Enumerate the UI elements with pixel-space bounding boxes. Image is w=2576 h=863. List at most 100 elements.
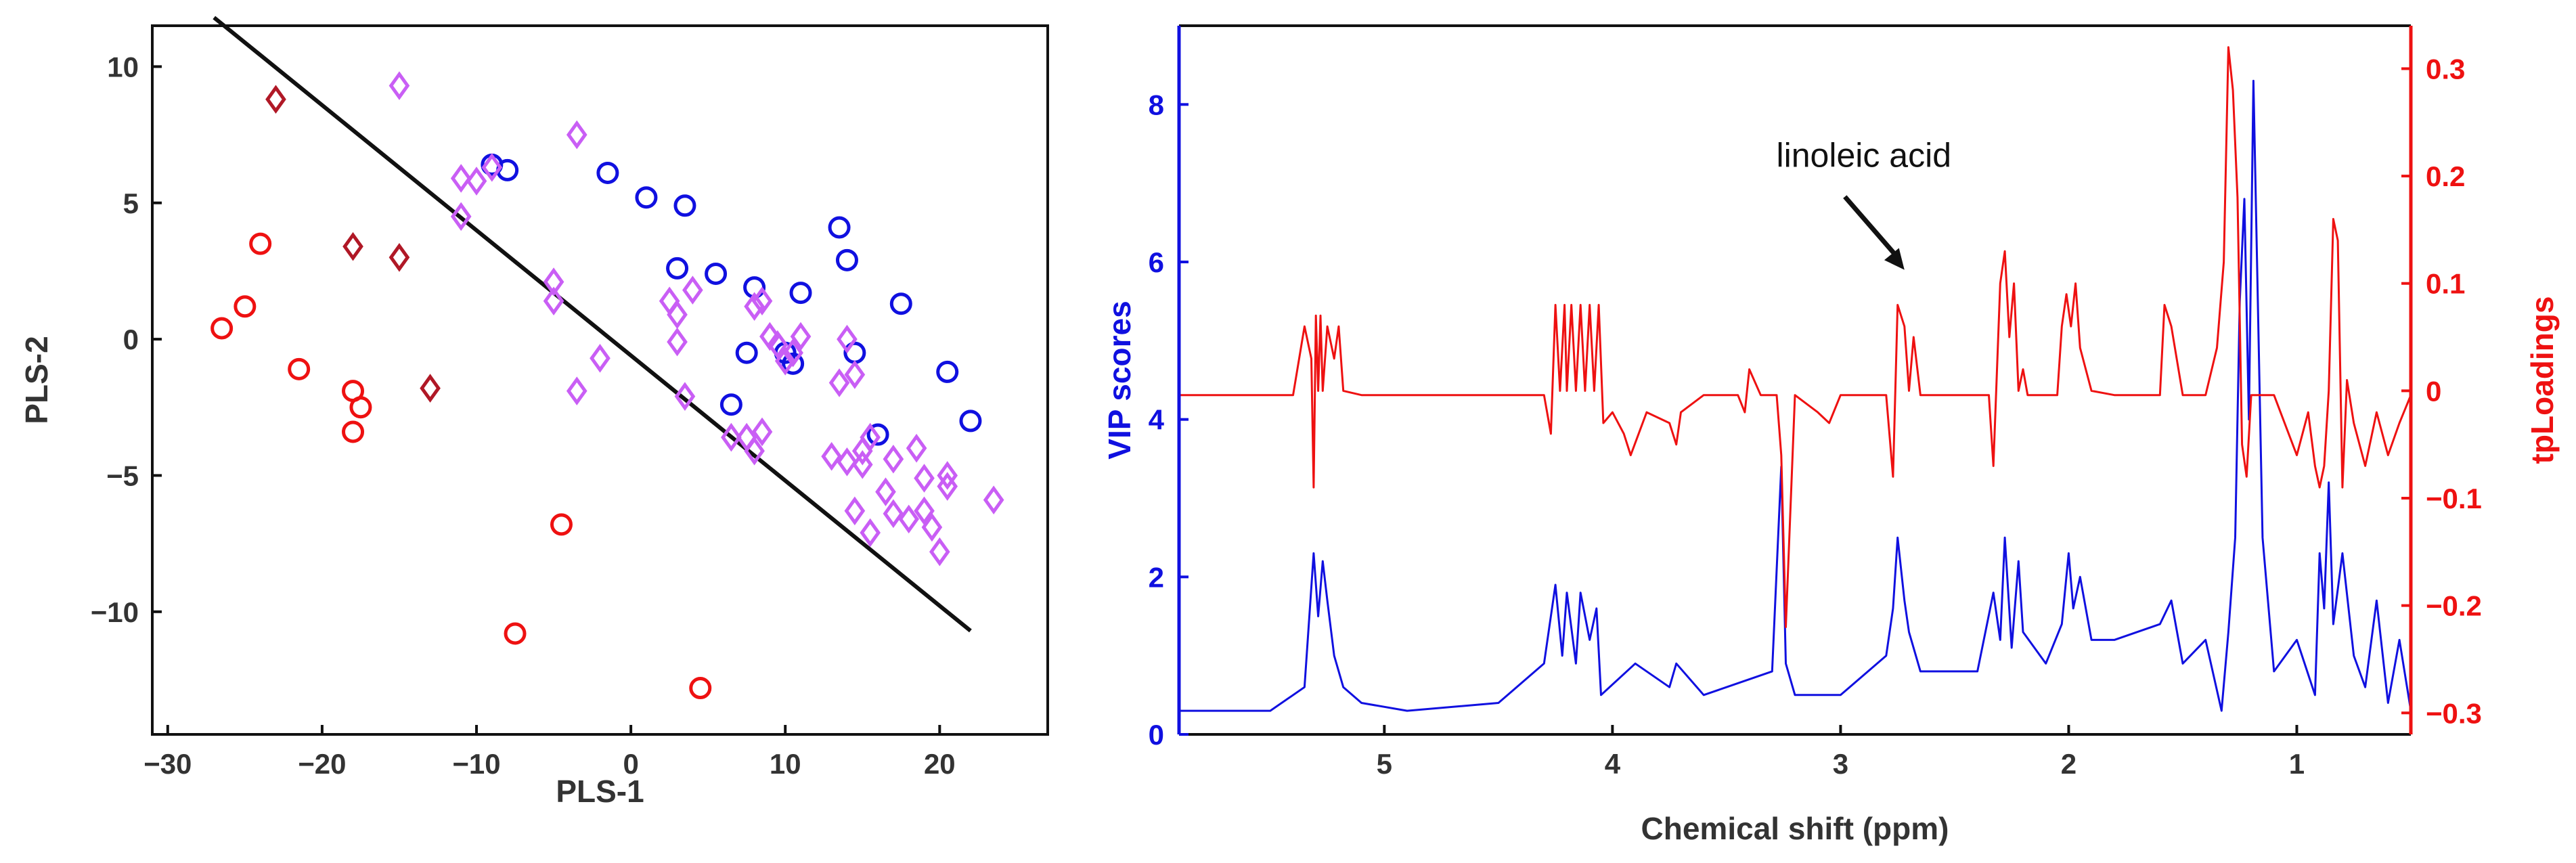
- scatter-point: [450, 202, 472, 231]
- scatter-point: [596, 161, 619, 184]
- scatter-point: [420, 374, 441, 403]
- left-y-tick-label: 2: [1149, 561, 1164, 593]
- scatter-point: [828, 216, 851, 239]
- scatter-point: [936, 360, 959, 383]
- scatter-point: [674, 382, 696, 411]
- scatter-point: [844, 496, 866, 526]
- nmr-left-axis-ticks: 0 2 4 6 8: [1149, 89, 1189, 751]
- scatter-point: [719, 393, 742, 416]
- scatter-point: [689, 677, 712, 700]
- scatter-point: [210, 317, 234, 340]
- scatter-point: [844, 360, 866, 389]
- scatter-point: [388, 71, 410, 100]
- nmr-line-data: [1179, 46, 2412, 712]
- scatter-point: [828, 368, 850, 397]
- scatter-point: [835, 248, 858, 271]
- scatter-point: [744, 292, 765, 322]
- scatter-point: [543, 286, 564, 315]
- scatter-point: [234, 295, 257, 318]
- series-dark-red-diamonds: [265, 85, 441, 403]
- scatter-point: [929, 537, 950, 567]
- scatter-point: [481, 153, 503, 182]
- right-y-tick-label: −0.2: [2426, 590, 2482, 622]
- scatter-point: [450, 164, 472, 193]
- right-y-tick-label: 0.2: [2426, 160, 2465, 192]
- x-tick-label: 2: [2061, 748, 2077, 780]
- scatter-point: [721, 422, 742, 452]
- series-violet-diamonds: [388, 71, 1004, 567]
- nmr-x-axis-ticks: 5 4 3 2 1: [1377, 725, 2305, 780]
- linoleic-acid-annotation: linoleic acid: [1777, 137, 1951, 175]
- x-tick-label: 4: [1605, 748, 1621, 780]
- scatter-point: [288, 357, 311, 380]
- scatter-point: [751, 417, 773, 447]
- left-y-tick-label: 0: [1149, 719, 1164, 751]
- scatter-point: [906, 433, 927, 463]
- x-tick-label: −30: [143, 748, 192, 780]
- scatter-point: [837, 324, 858, 354]
- scatter-point: [566, 120, 587, 150]
- scatter-point: [851, 450, 873, 479]
- scatter-point: [666, 257, 689, 280]
- scatter-point: [550, 513, 573, 536]
- scatter-point: [875, 477, 896, 506]
- scatter-point: [342, 420, 365, 443]
- nmr-vip-loadings-plot: 5 4 3 2 1 0 2 4 6 8 0.3 0.2 0.1 0 −0.1 −0.2 −0.3 Chemi…: [1102, 24, 2560, 846]
- scatter-point: [635, 186, 658, 209]
- scatter-point: [265, 85, 286, 114]
- scatter-point: [774, 347, 796, 376]
- scatter-point: [767, 330, 789, 359]
- scatter-point: [937, 461, 958, 490]
- x-tick-label: 0: [623, 748, 638, 780]
- y-tick-label: −5: [106, 460, 139, 491]
- scatter-point: [667, 300, 688, 330]
- scatter-point: [735, 341, 758, 364]
- y-tick-label: 10: [107, 51, 139, 83]
- scatter-point: [914, 496, 935, 526]
- left-y-tick-label: 4: [1149, 404, 1165, 436]
- annotation-arrow-line: [1843, 195, 1901, 261]
- scatter-point: [667, 327, 688, 357]
- scatter-point: [782, 352, 805, 375]
- x-tick-label: 5: [1377, 748, 1392, 780]
- pls-y-axis-label: PLS-2: [19, 336, 54, 424]
- scatter-point: [837, 447, 858, 477]
- x-tick-label: 10: [770, 748, 801, 780]
- scatter-point: [744, 436, 765, 466]
- x-tick-label: 3: [1833, 748, 1848, 780]
- x-tick-label: 1: [2289, 748, 2305, 780]
- scatter-point: [889, 292, 912, 315]
- scatter-point: [590, 344, 610, 373]
- right-y-tick-label: 0.3: [2426, 53, 2465, 85]
- scatter-point: [789, 282, 812, 305]
- scatter-point: [705, 262, 728, 285]
- pls-scatter-plot: −30 −20 −10 0 10 20 10 5 0 −5 −10 PLS-1 PLS-2: [19, 16, 1049, 809]
- scatter-point: [921, 512, 943, 542]
- scatter-point: [937, 472, 958, 501]
- right-y-tick-label: 0: [2426, 375, 2441, 407]
- pls-plot-frame: [151, 24, 1049, 736]
- scatter-point: [883, 445, 904, 474]
- scatter-point: [388, 243, 410, 272]
- left-y-tick-label: 6: [1149, 246, 1164, 278]
- separator-line: [213, 16, 972, 633]
- pls-y-axis-ticks: 10 5 0 −5 −10: [91, 51, 162, 628]
- nmr-x-axis-label: Chemical shift (ppm): [1641, 811, 1949, 846]
- scatter-point: [349, 396, 372, 419]
- scatter-point: [751, 286, 773, 315]
- x-tick-label: −10: [452, 748, 500, 780]
- y-tick-label: −10: [91, 596, 139, 628]
- scatter-point: [959, 410, 982, 433]
- scatter-point: [790, 322, 812, 351]
- x-tick-label: −20: [298, 748, 346, 780]
- pls-x-axis-ticks: −30 −20 −10 0 10 20: [143, 725, 956, 780]
- scatter-point: [866, 423, 889, 446]
- scatter-point: [566, 376, 587, 405]
- scatter-point: [673, 194, 696, 217]
- scatter-point: [342, 231, 363, 261]
- y-tick-label: 5: [123, 187, 139, 219]
- tploadings-axis-label: tpLoadings: [2525, 296, 2560, 464]
- scatter-point: [914, 464, 935, 493]
